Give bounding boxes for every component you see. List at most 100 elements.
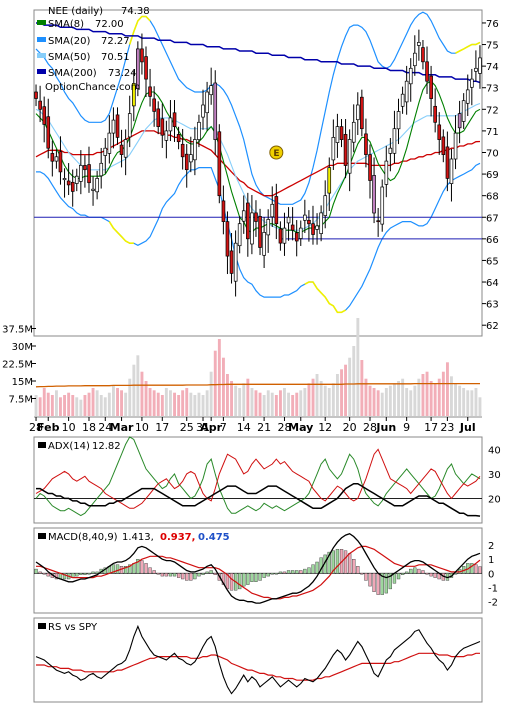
price-tick-label: 63	[486, 300, 499, 311]
volume-bar	[433, 383, 437, 416]
macd-histogram-bar	[262, 573, 266, 578]
volume-bar	[270, 392, 274, 416]
macd-histogram-bar	[315, 561, 319, 574]
volume-bar	[262, 395, 266, 416]
date-tick-label: 20	[343, 421, 357, 434]
volume-bar	[364, 378, 368, 416]
candle-body	[380, 186, 385, 225]
candle-body	[50, 153, 55, 162]
date-tick-label: 31	[196, 421, 210, 434]
candle-body	[303, 214, 307, 221]
volume-bar	[323, 385, 327, 416]
macd-histogram-bar	[327, 551, 331, 574]
candle-body	[408, 67, 413, 85]
macd-histogram-bar	[282, 571, 287, 574]
macd-histogram-bar	[189, 573, 193, 581]
candle-body	[140, 48, 144, 63]
price-tick-label: 65	[486, 256, 499, 267]
macd-histogram-bar	[421, 570, 425, 574]
volume-bar	[311, 378, 315, 416]
candle-body	[343, 134, 348, 166]
candle-body	[62, 178, 67, 181]
volume-bar	[258, 392, 262, 416]
legend-value-sma20: 72.27	[101, 36, 130, 47]
volume-bar	[266, 390, 270, 416]
volume-bar	[372, 388, 376, 416]
volume-bar	[299, 390, 303, 416]
earnings-marker	[269, 145, 284, 160]
volume-bar	[209, 371, 213, 416]
macd-histogram-bar	[197, 573, 201, 577]
candle-body	[83, 165, 87, 171]
macd-histogram-bar	[38, 571, 42, 574]
volume-bar	[425, 371, 429, 416]
sma200-line	[36, 22, 481, 84]
volume-bar	[124, 392, 128, 416]
candle-body	[274, 196, 279, 225]
volume-bar	[222, 357, 225, 416]
candle-body	[396, 111, 401, 130]
candle-body	[148, 86, 152, 97]
volume-bar	[393, 383, 396, 416]
candle-body	[356, 104, 360, 121]
volume-bar	[112, 385, 115, 416]
candle-body	[323, 195, 328, 216]
volume-bar	[63, 395, 66, 416]
rs-panel	[33, 617, 483, 703]
candle-body	[119, 144, 124, 155]
candle-body	[164, 130, 169, 141]
price-panel: 62 63 64 65 66 67 68 69 70 71 72 73 74 75 76 E	[33, 9, 499, 337]
macd-histogram-bar	[352, 559, 356, 574]
volume-bar	[177, 395, 181, 416]
candle-body	[453, 132, 458, 160]
volume-bar	[437, 378, 441, 416]
candle-body	[74, 175, 79, 184]
rs-label: RS vs SPY	[48, 622, 98, 633]
candle-body	[225, 221, 230, 257]
adx-tick-label: 20	[488, 494, 501, 505]
candle-body	[237, 223, 242, 247]
volume-bar	[152, 390, 156, 416]
sma8-line	[35, 80, 481, 234]
macd-histogram-bar	[144, 563, 148, 574]
price-tick-label: 66	[486, 235, 499, 246]
volume-bar	[197, 392, 201, 416]
volume-bar	[454, 383, 457, 416]
volume-bar	[185, 388, 189, 416]
volume-bar	[380, 392, 384, 416]
volume-bar	[287, 392, 290, 416]
macd-histogram-bar	[335, 549, 340, 574]
legend-label-sma50: SMA(50)	[48, 52, 90, 63]
macd-histogram-bar	[368, 573, 372, 587]
candle-body	[364, 133, 368, 155]
candle-body	[404, 80, 409, 103]
candle-body	[213, 82, 218, 140]
candle-body	[221, 200, 226, 222]
volume-bar	[478, 397, 482, 416]
band-squeeze-highlight	[128, 15, 151, 45]
candle-body	[266, 219, 271, 236]
macd-histogram-bar	[401, 573, 405, 575]
candle-body	[351, 121, 356, 143]
candle-body	[176, 134, 181, 143]
volume-bar	[55, 390, 58, 416]
macd-histogram-bar	[409, 568, 413, 574]
macd-histogram-bar	[160, 573, 164, 577]
volume-bar	[274, 395, 278, 416]
macd-histogram-bar	[91, 571, 95, 574]
volume-bar	[38, 397, 42, 416]
macd-histogram-bar	[172, 573, 177, 577]
volume-bar	[295, 392, 299, 416]
macd-histogram-bar	[111, 564, 116, 574]
plus-di-line	[35, 436, 481, 517]
volume-bar	[160, 395, 164, 416]
macd-histogram-bar	[360, 573, 364, 575]
candle-body	[307, 219, 311, 225]
volume-bar	[217, 339, 221, 416]
bollinger-upper-line	[35, 11, 481, 205]
price-tick-label: 72	[486, 105, 499, 116]
volume-bar	[144, 381, 148, 416]
minus-di-line	[35, 448, 481, 509]
candle-body	[197, 121, 201, 140]
volume-bar	[238, 388, 242, 416]
